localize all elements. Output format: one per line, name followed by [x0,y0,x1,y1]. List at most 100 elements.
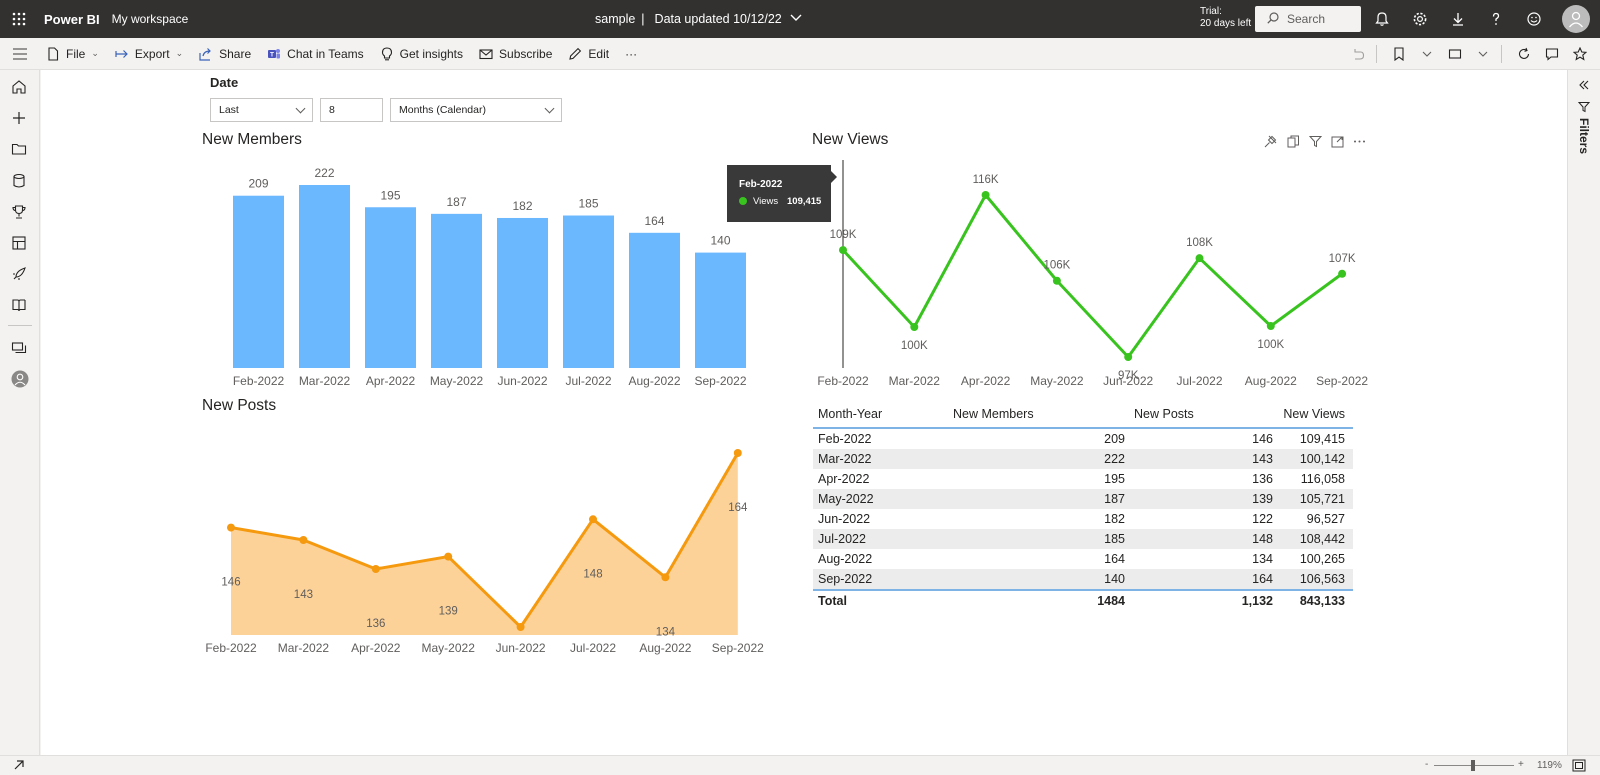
zoom-slider-thumb[interactable] [1471,760,1475,771]
bar-sep-2022 [695,252,746,368]
edit-button[interactable]: Edit [568,47,609,61]
deployment-rocket-icon[interactable] [11,266,29,284]
data-label: 116K [973,174,999,186]
cell-new-members: 187 [1104,492,1125,506]
toolbar-divider [1376,45,1377,63]
column-header-new-members[interactable]: New Members [953,406,1034,421]
x-tick-label: Apr-2022 [366,374,416,388]
table-row[interactable]: Jun-2022 182 122 96,527 [813,509,1353,529]
undo-icon[interactable] [1346,47,1370,61]
report-title-bar[interactable]: sample | Data updated 10/12/22 [595,0,802,38]
pin-visual-icon[interactable] [1260,131,1280,151]
bar-aug-2022 [629,232,680,368]
create-plus-icon[interactable] [11,110,29,128]
cell-new-posts: 136 [1252,472,1273,486]
table-row[interactable]: Mar-2022 222 143 100,142 [813,449,1353,469]
settings-gear-icon[interactable] [1402,0,1438,38]
column-header-month-year[interactable]: Month-Year [818,406,883,421]
cell-month-year: Jun-2022 [818,512,871,526]
view-mode-icon[interactable] [1443,47,1467,61]
point-aug-2022 [661,573,670,582]
relative-date-mode-select[interactable]: Last [210,98,313,122]
total-new-views: 843,133 [1299,594,1345,608]
bookmark-icon[interactable] [1387,47,1411,61]
bar-apr-2022 [365,207,416,368]
x-tick-label: Sep-2022 [1316,374,1368,388]
goals-trophy-icon[interactable] [11,204,29,222]
refresh-icon[interactable] [1512,47,1536,61]
relative-date-unit-select[interactable]: Months (Calendar) [390,98,562,122]
open-in-new-icon[interactable] [12,758,26,775]
share-button[interactable]: Share [199,47,251,61]
x-tick-label: Aug-2022 [628,374,680,388]
data-label: 139 [439,606,458,618]
filters-label: Filters [1577,118,1591,155]
table-row[interactable]: Apr-2022 195 136 116,058 [813,469,1353,489]
zoom-out-button[interactable]: - [1425,759,1429,770]
notifications-icon[interactable] [1364,0,1400,38]
chevron-down-icon[interactable] [1471,47,1495,61]
my-workspace-avatar-icon[interactable] [11,370,29,388]
expand-chevrons-icon[interactable] [1578,78,1590,96]
trial-status[interactable]: Trial: 20 days left [1200,6,1251,30]
column-header-new-views[interactable]: New Views [1283,406,1345,421]
fit-to-page-icon[interactable] [1572,759,1586,775]
x-tick-label: May-2022 [430,374,484,388]
browse-folder-icon[interactable] [11,141,29,159]
user-avatar[interactable] [1562,5,1590,33]
get-insights-button[interactable]: Get insights [380,47,463,61]
learn-book-icon[interactable] [11,297,29,315]
more-options-icon[interactable] [1349,131,1369,151]
chevron-down-icon[interactable] [1415,47,1439,61]
cell-new-views: 96,527 [1306,512,1345,526]
chat-in-teams-button[interactable]: T Chat in Teams [267,46,364,61]
share-label: Share [219,46,252,61]
focus-mode-icon[interactable] [1327,131,1347,151]
column-header-new-posts[interactable]: New Posts [1134,406,1194,421]
workspaces-icon[interactable] [11,340,29,358]
zoom-in-button[interactable]: + [1518,759,1524,770]
comment-icon[interactable] [1540,47,1564,61]
workspace-link[interactable]: My workspace [111,12,189,26]
point-jun-2022 [516,623,525,631]
app-name[interactable]: Power BI [44,11,100,27]
table-row[interactable]: Jul-2022 185 148 108,442 [813,529,1353,549]
help-icon[interactable] [1478,0,1514,38]
hamburger-menu-icon[interactable] [0,47,40,60]
x-tick-label: May-2022 [1030,374,1084,388]
filter-funnel-icon[interactable] [1305,131,1325,151]
copy-visual-icon[interactable] [1283,131,1303,151]
new-members-bar-chart: 209 Feb-2022 222 Mar-2022 195 Apr-2022 187 May-… [233,166,747,388]
search-input[interactable]: Search [1255,6,1361,32]
nav-divider [8,325,32,326]
table-row[interactable]: Sep-2022 140 164 106,563 [813,569,1353,589]
app-launcher-icon[interactable] [0,0,38,38]
chevron-down-icon: ⌄ [175,48,184,58]
chat-in-teams-label: Chat in Teams [287,46,364,61]
download-icon[interactable] [1440,0,1476,38]
file-menu-button[interactable]: File ⌄ [46,47,99,61]
filters-pane[interactable]: Filters [1567,70,1600,755]
data-hub-icon[interactable] [11,173,29,191]
table-row[interactable]: Aug-2022 164 134 100,265 [813,549,1353,569]
table-row[interactable]: May-2022 187 139 105,721 [813,489,1353,509]
x-tick-label: Mar-2022 [889,374,941,388]
cell-new-members: 182 [1104,512,1125,526]
cell-new-posts: 122 [1252,512,1273,526]
export-menu-button[interactable]: Export ⌄ [115,47,183,61]
favorite-star-icon[interactable] [1568,47,1592,61]
data-label: 136 [366,618,385,630]
x-tick-label: Feb-2022 [817,374,869,388]
point-feb-2022 [839,246,847,255]
point-aug-2022 [1266,321,1275,330]
relative-date-count-input[interactable]: 8 [320,98,383,122]
apps-icon[interactable] [11,235,29,253]
feedback-smiley-icon[interactable] [1516,0,1552,38]
home-icon[interactable] [11,79,29,97]
chevron-down-icon[interactable] [790,14,802,25]
table-row[interactable]: Feb-2022 209 146 109,415 [813,429,1353,449]
more-options-button[interactable]: ··· [625,47,637,61]
teams-icon: T [268,48,281,58]
subscribe-button[interactable]: Subscribe [479,47,552,61]
svg-text:T: T [270,51,274,58]
